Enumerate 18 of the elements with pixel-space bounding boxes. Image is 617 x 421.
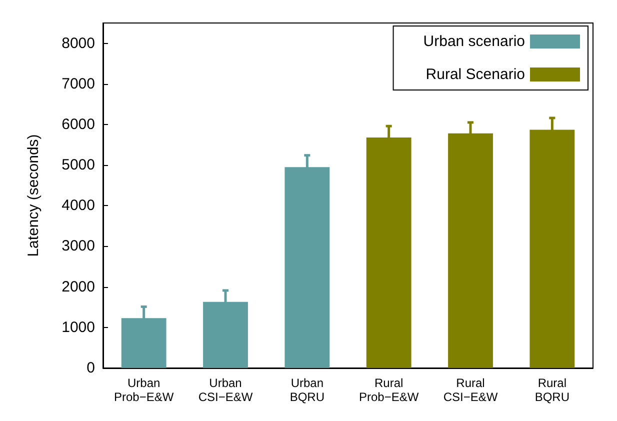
y-tick-label: 8000	[62, 34, 95, 52]
x-tick-label: Rural CSI−E&W	[443, 376, 498, 404]
x-tick-label: Urban Prob−E&W	[114, 376, 174, 404]
legend-label: Urban scenario	[423, 33, 525, 50]
y-tick-label: 1000	[62, 318, 95, 336]
y-tick-label: 4000	[62, 197, 95, 214]
x-tick-label: Rural Prob−E&W	[358, 376, 420, 404]
y-tick-label: 2000	[62, 278, 95, 296]
y-tick-label: 5000	[62, 156, 95, 174]
x-tick-label: Urban BQRU	[290, 376, 325, 404]
y-axis-title: Latency (seconds)	[25, 134, 42, 257]
y-tick-label: 3000	[62, 238, 95, 255]
y-tick-label: 6000	[62, 116, 95, 133]
y-tick-label: 7000	[62, 75, 95, 92]
x-tick-label: Urban CSI−E&W	[198, 376, 254, 404]
x-tick-label: Rural BQRU	[534, 376, 570, 404]
y-tick-label: 0	[86, 360, 95, 376]
legend-label: Rural Scenario	[426, 66, 525, 83]
